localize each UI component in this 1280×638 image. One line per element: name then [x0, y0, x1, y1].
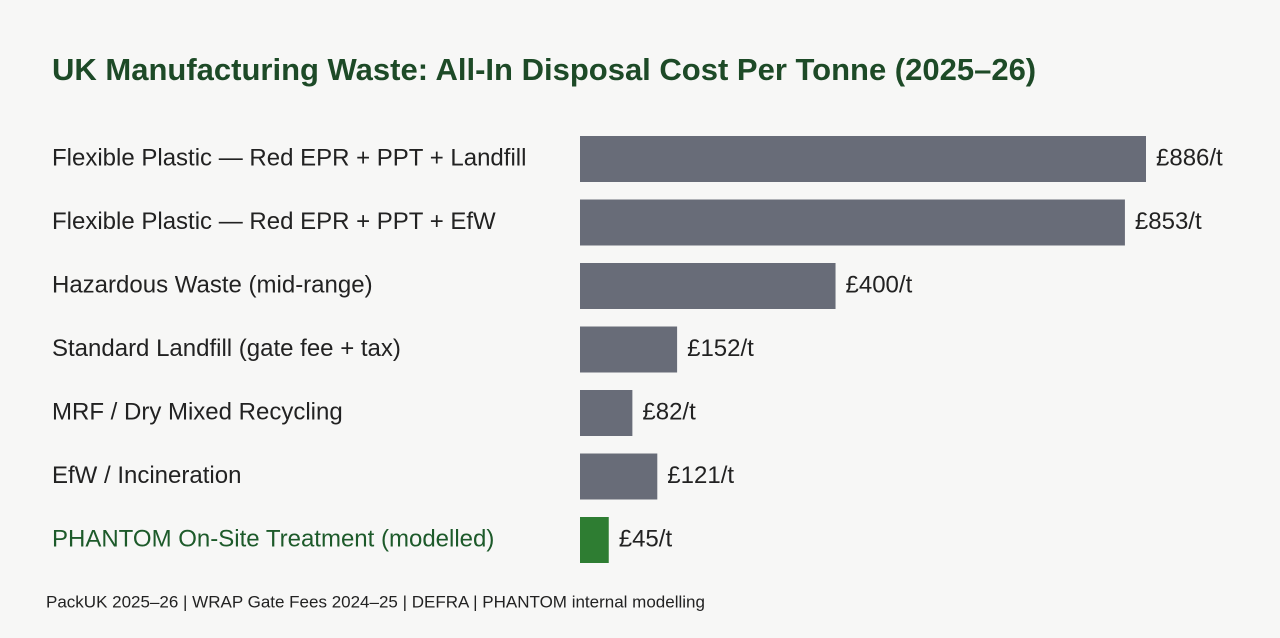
bar: [580, 263, 836, 309]
bar: [580, 390, 633, 436]
category-label: Hazardous Waste (mid-range): [52, 271, 373, 298]
bar: [580, 136, 1146, 182]
bar: [580, 453, 658, 500]
category-label: MRF / Dry Mixed Recycling: [52, 398, 343, 425]
category-label: Flexible Plastic — Red EPR + PPT + EfW: [52, 208, 496, 235]
value-label: £121/t: [667, 462, 734, 489]
bar: [580, 326, 678, 373]
category-label: Standard Landfill (gate fee + tax): [52, 335, 401, 362]
category-label: PHANTOM On-Site Treatment (modelled): [52, 525, 494, 552]
category-label: Flexible Plastic — Red EPR + PPT + Landf…: [52, 144, 526, 171]
chart-title: UK Manufacturing Waste: All-In Disposal …: [52, 52, 1036, 87]
value-label: £400/t: [846, 271, 913, 298]
bar: [580, 199, 1125, 246]
value-label: £82/t: [642, 398, 696, 425]
category-label: EfW / Incineration: [52, 462, 241, 489]
source-note: PackUK 2025–26 | WRAP Gate Fees 2024–25 …: [46, 592, 705, 611]
bar: [580, 517, 609, 563]
value-label: £853/t: [1135, 208, 1202, 235]
value-label: £152/t: [687, 335, 754, 362]
value-label: £886/t: [1156, 144, 1223, 171]
value-label: £45/t: [619, 525, 673, 552]
